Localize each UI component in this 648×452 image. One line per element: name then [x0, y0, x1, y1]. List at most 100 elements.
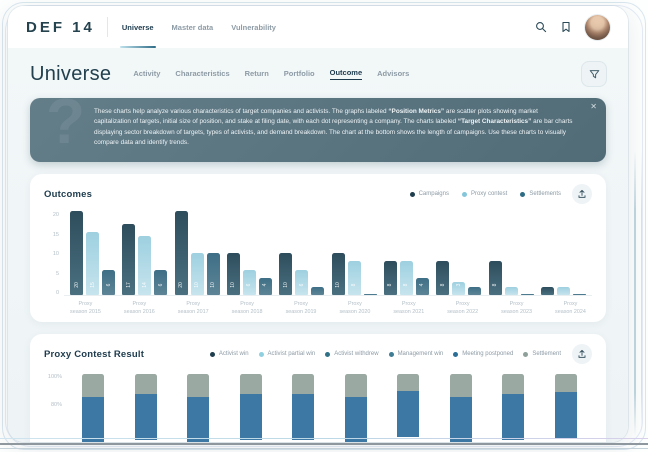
app-root: DEF 14 Universe Master data Vulnerabilit…: [0, 0, 648, 452]
legend-item[interactable]: Activist win: [210, 351, 249, 357]
segment-meeting-postponed[interactable]: [240, 394, 262, 440]
bar-campaigns[interactable]: 10: [332, 253, 345, 295]
tab-advisors[interactable]: Advisors: [377, 69, 409, 80]
stacked-bar[interactable]: [240, 374, 262, 440]
bar-settlements[interactable]: [311, 287, 324, 295]
segment-settlement[interactable]: [135, 374, 157, 394]
brand-logo[interactable]: DEF 14: [26, 19, 95, 36]
bar-proxy-contest[interactable]: 15: [86, 232, 99, 295]
bar-proxy-contest[interactable]: 8: [348, 261, 361, 295]
legend-item[interactable]: Management win: [389, 351, 444, 357]
stacked-bar[interactable]: [555, 374, 577, 438]
bar-group: 106: [279, 211, 324, 295]
bar-value-label: 8: [440, 284, 446, 287]
segment-meeting-postponed[interactable]: [82, 397, 104, 442]
bar-proxy-contest[interactable]: 6: [295, 270, 308, 295]
stacked-bar[interactable]: [345, 374, 367, 442]
segment-meeting-postponed[interactable]: [502, 394, 524, 440]
legend-label: Campaigns: [419, 191, 449, 197]
legend-label: Activist win: [219, 351, 249, 357]
segment-settlement[interactable]: [187, 374, 209, 396]
bar-settlements[interactable]: 6: [154, 270, 167, 295]
bar-campaigns[interactable]: 8: [384, 261, 397, 295]
legend-item[interactable]: Meeting postponed: [453, 351, 513, 357]
bar-campaigns[interactable]: 20: [175, 211, 188, 295]
bar-settlements[interactable]: 4: [259, 278, 272, 295]
tab-activity[interactable]: Activity: [133, 69, 160, 80]
bar-campaigns[interactable]: 10: [279, 253, 292, 295]
segment-settlement[interactable]: [292, 374, 314, 394]
y-tick: 15: [44, 232, 59, 238]
topnav-item-master-data[interactable]: Master data: [172, 6, 214, 48]
filter-button[interactable]: [582, 62, 606, 86]
bar-proxy-contest[interactable]: 8: [400, 261, 413, 295]
segment-settlement[interactable]: [82, 374, 104, 396]
bar-settlements[interactable]: 4: [416, 278, 429, 295]
tab-portfolio[interactable]: Portfolio: [284, 69, 315, 80]
bar-settlements[interactable]: [521, 294, 534, 296]
bar-proxy-contest[interactable]: [557, 287, 570, 295]
topnav-item-universe[interactable]: Universe: [122, 6, 154, 48]
stacked-bar[interactable]: [292, 374, 314, 440]
export-button[interactable]: [572, 344, 592, 364]
bar-proxy-contest[interactable]: 14: [138, 236, 151, 295]
bar-proxy-contest[interactable]: 10: [191, 253, 204, 295]
legend-item[interactable]: Settlements: [520, 191, 561, 197]
segment-meeting-postponed[interactable]: [450, 397, 472, 442]
bookmark-icon[interactable]: [560, 21, 572, 33]
search-icon[interactable]: [535, 21, 547, 33]
legend-item[interactable]: Settlement: [523, 351, 561, 357]
bar-campaigns[interactable]: [541, 287, 554, 295]
bar-proxy-contest[interactable]: 6: [243, 270, 256, 295]
segment-meeting-postponed[interactable]: [292, 394, 314, 440]
x-tick: Proxyseason 2016: [124, 300, 155, 316]
bar-group: [541, 211, 586, 295]
bar-campaigns[interactable]: 20: [70, 211, 83, 295]
bar-proxy-contest[interactable]: [505, 287, 518, 295]
segment-settlement[interactable]: [397, 374, 419, 391]
banner-text-segment: These charts help analyze various charac…: [94, 108, 388, 115]
tab-return[interactable]: Return: [245, 69, 269, 80]
close-icon[interactable]: ✕: [590, 103, 597, 111]
legend-item[interactable]: Activist withdrew: [325, 351, 378, 357]
legend-item[interactable]: Proxy contest: [462, 191, 507, 197]
stacked-bar[interactable]: [135, 374, 157, 440]
segment-meeting-postponed[interactable]: [135, 394, 157, 440]
bar-settlements[interactable]: [573, 294, 586, 296]
legend-item[interactable]: Campaigns: [410, 191, 449, 197]
outcomes-chart: 20151050 2015617146201010106410610888483…: [44, 212, 592, 316]
topnav-item-vulnerability[interactable]: Vulnerability: [231, 6, 276, 48]
segment-settlement[interactable]: [345, 374, 367, 396]
tab-outcome[interactable]: Outcome: [330, 68, 363, 80]
bar-settlements[interactable]: [364, 294, 377, 296]
bar-settlements[interactable]: 10: [207, 253, 220, 295]
legend-dot-icon: [259, 352, 264, 357]
stacked-bar[interactable]: [82, 374, 104, 442]
segment-meeting-postponed[interactable]: [187, 397, 209, 442]
segment-settlement[interactable]: [450, 374, 472, 396]
segment-settlement[interactable]: [240, 374, 262, 394]
legend-item[interactable]: Activist partial win: [259, 351, 316, 357]
bar-value-label: 17: [126, 282, 132, 288]
stacked-bar[interactable]: [187, 374, 209, 442]
stacked-bar[interactable]: [397, 374, 419, 437]
bar-campaigns[interactable]: 8: [436, 261, 449, 295]
segment-settlement[interactable]: [502, 374, 524, 394]
bar-settlements[interactable]: 6: [102, 270, 115, 295]
x-tick: Proxyseason 2022: [447, 300, 478, 316]
segment-settlement[interactable]: [555, 374, 577, 392]
segment-meeting-postponed[interactable]: [555, 392, 577, 438]
bar-campaigns[interactable]: 17: [122, 224, 135, 295]
bar-settlements[interactable]: [468, 287, 481, 295]
tab-characteristics[interactable]: Characteristics: [175, 69, 229, 80]
stacked-bar[interactable]: [450, 374, 472, 442]
user-avatar[interactable]: [585, 15, 610, 40]
bar-group: 201010: [175, 211, 220, 295]
export-button[interactable]: [572, 184, 592, 204]
segment-meeting-postponed[interactable]: [345, 397, 367, 442]
bar-campaigns[interactable]: 10: [227, 253, 240, 295]
bar-proxy-contest[interactable]: 3: [452, 282, 465, 295]
segment-meeting-postponed[interactable]: [397, 391, 419, 437]
stacked-bar[interactable]: [502, 374, 524, 440]
bar-campaigns[interactable]: 8: [489, 261, 502, 295]
